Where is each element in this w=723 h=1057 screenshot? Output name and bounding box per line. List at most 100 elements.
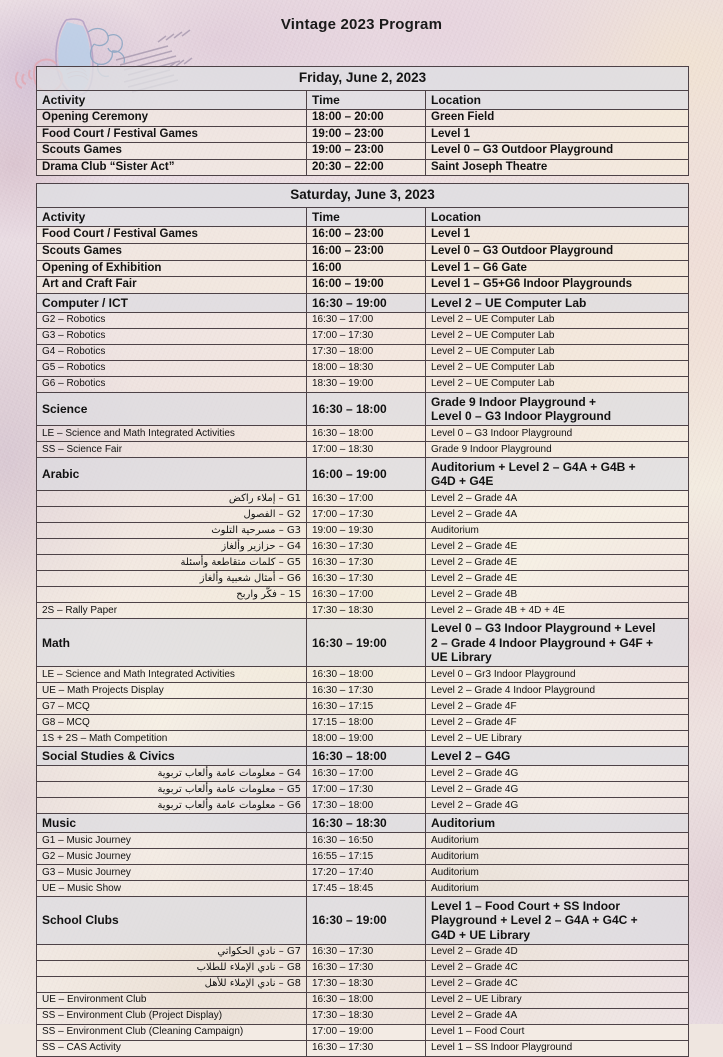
cell-time: 17:00 – 17:30 bbox=[306, 327, 426, 345]
cell-time: 16:30 – 18:00 bbox=[306, 425, 426, 443]
table-row: G4 – معلومات عامة وألعاب تربوية 16:30 – 1… bbox=[36, 765, 690, 783]
cell-activity: Music bbox=[36, 813, 307, 834]
table-row: Scouts Games 16:00 – 23:00 Level 0 – G3 Ou… bbox=[36, 242, 690, 261]
table-row: Computer / ICT 16:30 – 19:00 Level 2 – UE … bbox=[36, 292, 690, 313]
cell-activity: G6 – Robotics bbox=[36, 375, 307, 393]
column-header-time: Time bbox=[306, 207, 426, 228]
table-row: Scouts Games 19:00 – 23:00 Level 0 – G3 Ou… bbox=[36, 142, 690, 160]
program-page: Vintage 2023 Program Friday, June 2, 202… bbox=[14, 16, 690, 1057]
cell-location: Level 2 – Grade 4A bbox=[424, 490, 690, 508]
cell-location: Level 2 – Grade 4C bbox=[424, 975, 690, 993]
table-row: G1 – إملاء راكض 16:30 – 17:00 Level 2 – Gr… bbox=[36, 490, 690, 508]
cell-location: Saint Joseph Theatre bbox=[424, 158, 690, 177]
cell-activity: UE – Environment Club bbox=[36, 991, 307, 1009]
cell-time: 16:30 – 17:30 bbox=[306, 570, 426, 588]
cell-activity: 1S + 2S – Math Competition bbox=[36, 729, 307, 747]
cell-location: Level 1 – SS Indoor Playground bbox=[424, 1039, 690, 1057]
day-heading-row: Saturday, June 3, 2023 bbox=[35, 183, 690, 209]
cell-location: Level 1 – Food Court + SS Indoor Playgrou… bbox=[424, 896, 690, 945]
cell-location: Grade 9 Indoor Playground bbox=[424, 441, 690, 459]
cell-location: Level 2 – Grade 4D bbox=[424, 943, 690, 961]
cell-location: Level 2 – Grade 4G bbox=[424, 765, 690, 783]
table-row: G3 – مسرحية التلوث 19:00 – 19:30 Auditoriu… bbox=[36, 522, 690, 540]
cell-time: 17:00 – 19:00 bbox=[306, 1023, 426, 1041]
cell-time: 16:30 – 17:15 bbox=[306, 697, 426, 715]
cell-location: Auditorium bbox=[424, 813, 690, 834]
cell-activity: G7 – MCQ bbox=[36, 697, 307, 715]
cell-activity: G6 – معلومات عامة وألعاب تربوية bbox=[36, 797, 307, 815]
cell-time: 17:30 – 18:30 bbox=[306, 1007, 426, 1025]
cell-activity: School Clubs bbox=[36, 896, 307, 945]
table-spacer bbox=[37, 176, 689, 184]
cell-activity: SS – Environment Club (Project Display) bbox=[36, 1007, 307, 1025]
cell-time: 16:00 – 23:00 bbox=[306, 226, 426, 244]
cell-activity: Opening of Exhibition bbox=[36, 259, 307, 278]
table-row: G2 – Music Journey 16:55 – 17:15 Auditoriu… bbox=[36, 848, 690, 866]
day-heading: Saturday, June 3, 2023 bbox=[35, 183, 690, 209]
cell-activity: SS – CAS Activity bbox=[36, 1039, 307, 1057]
cell-activity: G3 – Robotics bbox=[36, 327, 307, 345]
table-row: G8 – نادي الإملاء للأهل 17:30 – 18:30 Leve… bbox=[36, 975, 690, 993]
cell-location: Level 2 – Grade 4E bbox=[424, 570, 690, 588]
table-spacer-cell bbox=[37, 176, 689, 184]
cell-activity: Art and Craft Fair bbox=[36, 276, 307, 294]
cell-time: 16:00 – 19:00 bbox=[306, 276, 426, 294]
column-header-row: Activity Time Location bbox=[36, 89, 690, 111]
cell-time: 16:30 – 17:30 bbox=[306, 943, 426, 961]
cell-time: 16:00 – 19:00 bbox=[306, 457, 426, 492]
table-row: G3 – Robotics 17:00 – 17:30 Level 2 – UE C… bbox=[36, 327, 690, 345]
table-row: SS – Environment Club (Project Display) 1… bbox=[36, 1007, 690, 1025]
cell-location: Auditorium bbox=[424, 522, 690, 540]
page-title: Vintage 2023 Program bbox=[280, 16, 443, 33]
column-header-location: Location bbox=[424, 207, 690, 228]
cell-activity: G5 – Robotics bbox=[36, 359, 307, 377]
table-row: G1 – Music Journey 16:30 – 16:50 Auditoriu… bbox=[36, 832, 690, 850]
table-row: Social Studies & Civics 16:30 – 18:00 Leve… bbox=[36, 745, 690, 767]
cell-activity: G3 – مسرحية التلوث bbox=[36, 522, 307, 540]
cell-location: Level 2 – UE Computer Lab bbox=[424, 343, 690, 361]
cell-location: Level 2 – Grade 4B + 4D + 4E bbox=[424, 602, 690, 620]
cell-activity: G8 – نادي الإملاء للأهل bbox=[36, 975, 307, 993]
cell-activity: Drama Club “Sister Act” bbox=[36, 158, 307, 177]
cell-activity: SS – Science Fair bbox=[36, 441, 307, 459]
cell-time: 16:30 – 17:00 bbox=[306, 586, 426, 604]
table-row: LE – Science and Math Integrated Activit… bbox=[36, 665, 690, 683]
cell-time: 16:30 – 18:30 bbox=[306, 813, 426, 834]
table-row: SS – CAS Activity 16:30 – 17:30 Level 1 – … bbox=[36, 1039, 690, 1057]
cell-activity: G1 – Music Journey bbox=[36, 832, 307, 850]
table-row: Opening of Exhibition 16:00 Level 1 – G6 G… bbox=[36, 259, 690, 278]
cell-time: 16:30 – 17:30 bbox=[306, 959, 426, 977]
cell-location: Level 1 bbox=[424, 226, 690, 244]
cell-activity: G4 – معلومات عامة وألعاب تربوية bbox=[36, 765, 307, 783]
table-row: 1S – فكّر واربح 16:30 – 17:00 Level 2 – Gr… bbox=[36, 586, 690, 604]
cell-time: 17:30 – 18:30 bbox=[306, 975, 426, 993]
cell-time: 16:30 – 16:50 bbox=[306, 832, 426, 850]
cell-location: Level 2 – Grade 4A bbox=[424, 506, 690, 524]
cell-location: Level 1 – G6 Gate bbox=[424, 259, 690, 278]
cell-time: 16:30 – 18:00 bbox=[306, 665, 426, 683]
cell-activity: Scouts Games bbox=[36, 142, 307, 160]
table-row: G6 – أمثال شعبية وألغاز 16:30 – 17:30 Leve… bbox=[36, 570, 690, 588]
table-row: Drama Club “Sister Act” 20:30 – 22:00 Sain… bbox=[36, 158, 690, 177]
cell-activity: G3 – Music Journey bbox=[36, 864, 307, 882]
column-header-row: Activity Time Location bbox=[36, 207, 690, 228]
cell-location: Level 2 – Grade 4G bbox=[424, 797, 690, 815]
cell-location: Level 1 bbox=[424, 125, 690, 144]
cell-location: Level 2 – Grade 4B bbox=[424, 586, 690, 604]
cell-location: Level 2 – UE Library bbox=[424, 729, 690, 747]
table-row: G2 – الفصول 17:00 – 17:30 Level 2 – Grade … bbox=[36, 506, 690, 524]
cell-time: 17:20 – 17:40 bbox=[306, 864, 426, 882]
table-row: UE – Math Projects Display 16:30 – 17:30 L… bbox=[36, 681, 690, 699]
cell-activity: 1S – فكّر واربح bbox=[36, 586, 307, 604]
column-header-time: Time bbox=[306, 89, 426, 111]
table-row: G4 – Robotics 17:30 – 18:00 Level 2 – UE C… bbox=[36, 343, 690, 361]
cell-time: 17:15 – 18:00 bbox=[306, 713, 426, 731]
table-row: Arabic 16:00 – 19:00 Auditorium + Level 2 … bbox=[36, 457, 690, 492]
table-row: UE – Environment Club 16:30 – 18:00 Level … bbox=[36, 991, 690, 1009]
cell-activity: G8 – نادي الإملاء للطلاب bbox=[36, 959, 307, 977]
cell-time: 17:45 – 18:45 bbox=[306, 880, 426, 898]
table-row: SS – Science Fair 17:00 – 18:30 Grade 9 In… bbox=[36, 441, 690, 459]
table-row: G3 – Music Journey 17:20 – 17:40 Auditoriu… bbox=[36, 864, 690, 882]
table-row: Art and Craft Fair 16:00 – 19:00 Level 1 –… bbox=[36, 276, 690, 294]
cell-time: 18:00 – 20:00 bbox=[306, 109, 426, 127]
